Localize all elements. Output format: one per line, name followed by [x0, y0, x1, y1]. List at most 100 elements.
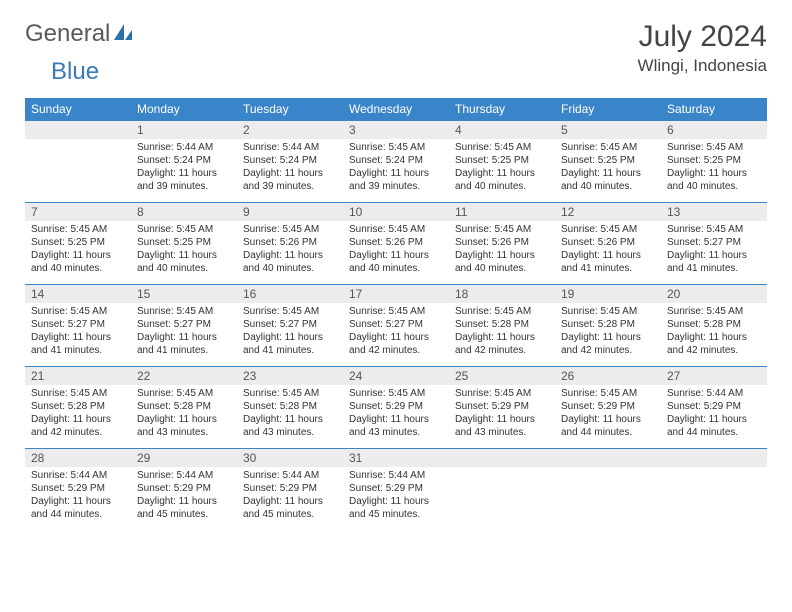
weekday-header: Sunday — [25, 98, 131, 121]
day-details: Sunrise: 5:45 AMSunset: 5:29 PMDaylight:… — [343, 385, 449, 443]
day-number: 31 — [343, 449, 449, 467]
day-details: Sunrise: 5:45 AMSunset: 5:26 PMDaylight:… — [449, 221, 555, 279]
day-details: Sunrise: 5:45 AMSunset: 5:25 PMDaylight:… — [661, 139, 767, 197]
calendar-cell: 30Sunrise: 5:44 AMSunset: 5:29 PMDayligh… — [237, 449, 343, 531]
calendar-cell: 6Sunrise: 5:45 AMSunset: 5:25 PMDaylight… — [661, 121, 767, 203]
calendar-cell: 22Sunrise: 5:45 AMSunset: 5:28 PMDayligh… — [131, 367, 237, 449]
calendar-cell: 21Sunrise: 5:45 AMSunset: 5:28 PMDayligh… — [25, 367, 131, 449]
day-details: Sunrise: 5:44 AMSunset: 5:29 PMDaylight:… — [131, 467, 237, 525]
day-details: Sunrise: 5:45 AMSunset: 5:28 PMDaylight:… — [237, 385, 343, 443]
calendar-cell: 12Sunrise: 5:45 AMSunset: 5:26 PMDayligh… — [555, 203, 661, 285]
day-details: Sunrise: 5:44 AMSunset: 5:29 PMDaylight:… — [237, 467, 343, 525]
day-number-empty — [25, 121, 131, 139]
logo-text-blue: Blue — [51, 58, 99, 85]
day-number: 21 — [25, 367, 131, 385]
weekday-header: Monday — [131, 98, 237, 121]
day-number: 11 — [449, 203, 555, 221]
day-number: 10 — [343, 203, 449, 221]
calendar-cell: 15Sunrise: 5:45 AMSunset: 5:27 PMDayligh… — [131, 285, 237, 367]
day-details: Sunrise: 5:44 AMSunset: 5:29 PMDaylight:… — [343, 467, 449, 525]
calendar-row: 7Sunrise: 5:45 AMSunset: 5:25 PMDaylight… — [25, 203, 767, 285]
weekday-header: Thursday — [449, 98, 555, 121]
day-details: Sunrise: 5:45 AMSunset: 5:27 PMDaylight:… — [237, 303, 343, 361]
day-number: 13 — [661, 203, 767, 221]
calendar-cell: 9Sunrise: 5:45 AMSunset: 5:26 PMDaylight… — [237, 203, 343, 285]
calendar-cell: 18Sunrise: 5:45 AMSunset: 5:28 PMDayligh… — [449, 285, 555, 367]
day-details: Sunrise: 5:44 AMSunset: 5:29 PMDaylight:… — [661, 385, 767, 443]
calendar-cell: 24Sunrise: 5:45 AMSunset: 5:29 PMDayligh… — [343, 367, 449, 449]
day-number: 8 — [131, 203, 237, 221]
calendar-cell: 10Sunrise: 5:45 AMSunset: 5:26 PMDayligh… — [343, 203, 449, 285]
calendar-cell: 31Sunrise: 5:44 AMSunset: 5:29 PMDayligh… — [343, 449, 449, 531]
calendar-cell: 29Sunrise: 5:44 AMSunset: 5:29 PMDayligh… — [131, 449, 237, 531]
calendar-cell: 11Sunrise: 5:45 AMSunset: 5:26 PMDayligh… — [449, 203, 555, 285]
calendar-cell: 26Sunrise: 5:45 AMSunset: 5:29 PMDayligh… — [555, 367, 661, 449]
calendar-row: 21Sunrise: 5:45 AMSunset: 5:28 PMDayligh… — [25, 367, 767, 449]
weekday-header-row: Sunday Monday Tuesday Wednesday Thursday… — [25, 98, 767, 121]
calendar-cell: 17Sunrise: 5:45 AMSunset: 5:27 PMDayligh… — [343, 285, 449, 367]
day-number: 24 — [343, 367, 449, 385]
calendar-cell — [25, 121, 131, 203]
logo: General — [25, 20, 136, 48]
day-details: Sunrise: 5:45 AMSunset: 5:25 PMDaylight:… — [555, 139, 661, 197]
day-details: Sunrise: 5:45 AMSunset: 5:28 PMDaylight:… — [555, 303, 661, 361]
calendar-cell — [449, 449, 555, 531]
day-details: Sunrise: 5:44 AMSunset: 5:24 PMDaylight:… — [131, 139, 237, 197]
day-number: 29 — [131, 449, 237, 467]
day-details: Sunrise: 5:45 AMSunset: 5:28 PMDaylight:… — [449, 303, 555, 361]
calendar-cell: 25Sunrise: 5:45 AMSunset: 5:29 PMDayligh… — [449, 367, 555, 449]
day-number: 4 — [449, 121, 555, 139]
calendar-row: 14Sunrise: 5:45 AMSunset: 5:27 PMDayligh… — [25, 285, 767, 367]
day-number-empty — [449, 449, 555, 467]
day-details: Sunrise: 5:45 AMSunset: 5:28 PMDaylight:… — [661, 303, 767, 361]
calendar-cell: 2Sunrise: 5:44 AMSunset: 5:24 PMDaylight… — [237, 121, 343, 203]
day-number: 15 — [131, 285, 237, 303]
day-number: 27 — [661, 367, 767, 385]
calendar-row: 28Sunrise: 5:44 AMSunset: 5:29 PMDayligh… — [25, 449, 767, 531]
day-number-empty — [661, 449, 767, 467]
day-number: 9 — [237, 203, 343, 221]
weekday-header: Wednesday — [343, 98, 449, 121]
day-details: Sunrise: 5:45 AMSunset: 5:28 PMDaylight:… — [25, 385, 131, 443]
day-details: Sunrise: 5:45 AMSunset: 5:26 PMDaylight:… — [555, 221, 661, 279]
day-details: Sunrise: 5:45 AMSunset: 5:26 PMDaylight:… — [343, 221, 449, 279]
day-details: Sunrise: 5:45 AMSunset: 5:27 PMDaylight:… — [661, 221, 767, 279]
day-number: 16 — [237, 285, 343, 303]
calendar-table: Sunday Monday Tuesday Wednesday Thursday… — [25, 98, 767, 531]
calendar-cell — [555, 449, 661, 531]
day-details: Sunrise: 5:45 AMSunset: 5:27 PMDaylight:… — [131, 303, 237, 361]
calendar-cell: 4Sunrise: 5:45 AMSunset: 5:25 PMDaylight… — [449, 121, 555, 203]
day-details: Sunrise: 5:45 AMSunset: 5:28 PMDaylight:… — [131, 385, 237, 443]
calendar-row: 1Sunrise: 5:44 AMSunset: 5:24 PMDaylight… — [25, 121, 767, 203]
calendar-cell: 23Sunrise: 5:45 AMSunset: 5:28 PMDayligh… — [237, 367, 343, 449]
day-details: Sunrise: 5:45 AMSunset: 5:26 PMDaylight:… — [237, 221, 343, 279]
day-number-empty — [555, 449, 661, 467]
calendar-cell: 1Sunrise: 5:44 AMSunset: 5:24 PMDaylight… — [131, 121, 237, 203]
weekday-header: Saturday — [661, 98, 767, 121]
day-number: 6 — [661, 121, 767, 139]
day-number: 20 — [661, 285, 767, 303]
calendar-cell: 5Sunrise: 5:45 AMSunset: 5:25 PMDaylight… — [555, 121, 661, 203]
calendar-cell: 27Sunrise: 5:44 AMSunset: 5:29 PMDayligh… — [661, 367, 767, 449]
weekday-header: Friday — [555, 98, 661, 121]
day-number: 5 — [555, 121, 661, 139]
logo-sail-icon — [112, 22, 134, 47]
calendar-cell — [661, 449, 767, 531]
day-number: 26 — [555, 367, 661, 385]
month-title: July 2024 — [638, 20, 767, 54]
day-number: 14 — [25, 285, 131, 303]
day-details: Sunrise: 5:44 AMSunset: 5:24 PMDaylight:… — [237, 139, 343, 197]
day-number: 7 — [25, 203, 131, 221]
calendar-cell: 14Sunrise: 5:45 AMSunset: 5:27 PMDayligh… — [25, 285, 131, 367]
day-details: Sunrise: 5:45 AMSunset: 5:29 PMDaylight:… — [449, 385, 555, 443]
day-number: 19 — [555, 285, 661, 303]
day-number: 12 — [555, 203, 661, 221]
day-number: 2 — [237, 121, 343, 139]
day-details: Sunrise: 5:45 AMSunset: 5:24 PMDaylight:… — [343, 139, 449, 197]
day-number: 28 — [25, 449, 131, 467]
calendar-cell: 13Sunrise: 5:45 AMSunset: 5:27 PMDayligh… — [661, 203, 767, 285]
calendar-cell: 16Sunrise: 5:45 AMSunset: 5:27 PMDayligh… — [237, 285, 343, 367]
day-number: 30 — [237, 449, 343, 467]
calendar-cell: 19Sunrise: 5:45 AMSunset: 5:28 PMDayligh… — [555, 285, 661, 367]
logo-text-general: General — [25, 20, 110, 48]
